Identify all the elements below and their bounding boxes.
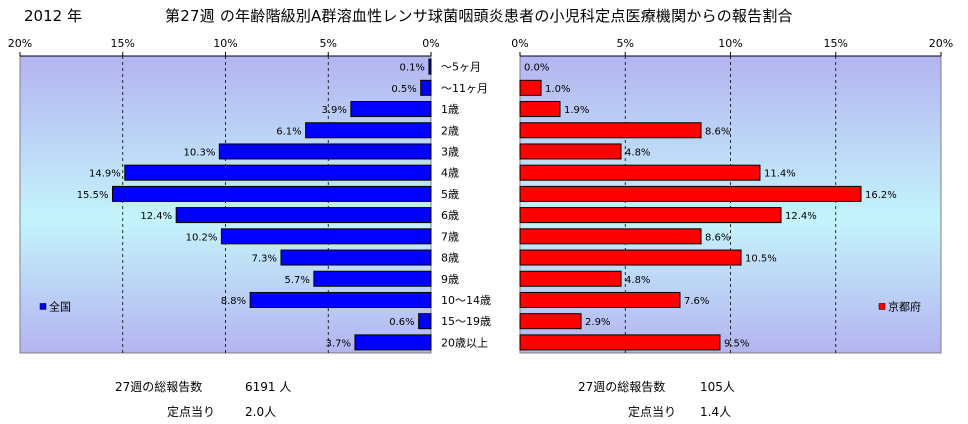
kyoto-value-label: 8.6%: [705, 126, 730, 137]
national-bar: [175, 207, 432, 224]
category-label: ～5ヶ月: [441, 61, 481, 74]
national-bar: [350, 101, 432, 118]
national-bar: [111, 185, 432, 202]
national-value-label: 3.7%: [326, 338, 351, 349]
kyoto-value-label: 4.8%: [625, 147, 650, 158]
kyoto-value-label: 16.2%: [865, 190, 897, 201]
kyoto-tick-label: 15%: [824, 37, 848, 50]
category-labels: ～5ヶ月 ～11ヶ月 1歳 2歳 3歳 4歳 5歳 6歳 7歳 8歳 9歳 10～14歳 15～19歳 2…: [441, 61, 491, 350]
national-bar: [418, 313, 432, 330]
kyoto-tick-label: 5%: [617, 37, 634, 50]
kyoto-bar: [519, 334, 721, 351]
national-value-label: 12.4%: [140, 211, 172, 222]
national-value-label: 3.9%: [321, 105, 346, 116]
category-label: 1歳: [441, 103, 459, 116]
national-value-label: 15.5%: [77, 190, 109, 201]
national-value-label: 6.1%: [276, 126, 301, 137]
national-per-label: 定点当り: [167, 405, 216, 419]
kyoto-value-label: 11.4%: [764, 169, 796, 180]
kyoto-bar: [519, 207, 782, 224]
category-label: 20歳以上: [441, 336, 488, 349]
kyoto-value-label: 1.9%: [564, 105, 589, 116]
kyoto-bar: [519, 122, 702, 139]
national-tick-label: 0%: [422, 37, 439, 50]
national-value-label: 7.3%: [252, 254, 277, 265]
national-value-label: 0.1%: [400, 63, 425, 74]
kyoto-legend-label: 京都府: [888, 299, 921, 313]
kyoto-value-label: 0.0%: [524, 63, 549, 74]
national-per-value: 2.0人: [245, 405, 277, 419]
category-label: 2歳: [441, 124, 459, 137]
national-bar: [428, 58, 432, 75]
national-bar: [220, 228, 432, 245]
kyoto-value-label: 12.4%: [785, 211, 817, 222]
national-bar: [218, 143, 432, 160]
kyoto-per-value: 1.4人: [700, 405, 732, 419]
kyoto-value-label: 1.0%: [545, 84, 570, 95]
national-legend-swatch: [39, 303, 47, 310]
national-value-label: 0.6%: [389, 317, 414, 328]
kyoto-tick-label: 0%: [511, 37, 528, 50]
national-tick-label: 5%: [320, 37, 337, 50]
national-bar: [354, 334, 432, 351]
kyoto-bar: [519, 185, 862, 202]
category-label: 6歳: [441, 209, 459, 222]
category-label: 15～19歳: [441, 315, 491, 328]
category-label: 9歳: [441, 273, 459, 286]
national-bar: [249, 291, 432, 308]
kyoto-bar: [519, 228, 702, 245]
national-tick-label: 15%: [111, 37, 135, 50]
national-value-label: 14.9%: [89, 169, 121, 180]
chart-year: 2012 年: [24, 7, 82, 25]
national-bar: [313, 270, 432, 287]
national-tick-label: 20%: [8, 37, 32, 50]
chart-title: 第27週 の年齢階級別A群溶血性レンサ球菌咽頭炎患者の小児科定点医療機関からの報…: [165, 7, 793, 25]
national-total-value: 6191 人: [245, 380, 292, 394]
national-total-label: 27週の総報告数: [115, 380, 203, 394]
kyoto-bar: [519, 101, 561, 118]
kyoto-value-label: 2.9%: [585, 317, 610, 328]
national-bar: [124, 164, 432, 181]
category-label: 4歳: [441, 167, 459, 180]
national-panel: 0% 5% 10% 15% 20% 0.1% 0.5% 3.9% 6.1% 10.3% 14.9% 1…: [8, 37, 440, 354]
kyoto-total-value: 105人: [700, 380, 735, 394]
kyoto-total-label: 27週の総報告数: [578, 380, 666, 394]
category-label: 7歳: [441, 230, 459, 243]
national-bar: [420, 79, 432, 96]
kyoto-tick-label: 10%: [718, 37, 742, 50]
kyoto-panel: 0% 5% 10% 15% 20% 0.0% 1.0% 1.9% 8.6% 4.8% 11.4% 16…: [511, 37, 953, 354]
kyoto-bar: [519, 79, 542, 96]
category-label: 3歳: [441, 145, 459, 158]
kyoto-bar: [519, 143, 622, 160]
kyoto-value-label: 10.5%: [745, 254, 777, 265]
kyoto-value-label: 9.5%: [724, 338, 749, 349]
kyoto-bar: [519, 164, 761, 181]
category-label: 5歳: [441, 188, 459, 201]
national-bar: [305, 122, 432, 139]
kyoto-per-label: 定点当り: [628, 405, 677, 419]
kyoto-value-label: 8.6%: [705, 232, 730, 243]
kyoto-value-label: 7.6%: [684, 296, 709, 307]
kyoto-tick-label: 20%: [929, 37, 953, 50]
category-label: ～11ヶ月: [441, 82, 488, 95]
national-value-label: 0.5%: [391, 84, 416, 95]
national-bar: [280, 249, 432, 266]
category-label: 10～14歳: [441, 294, 491, 307]
kyoto-bar: [519, 249, 742, 266]
national-value-label: 8.8%: [221, 296, 246, 307]
kyoto-bar: [519, 270, 622, 287]
kyoto-bar: [519, 313, 582, 330]
national-tick-label: 10%: [213, 37, 237, 50]
category-label: 8歳: [441, 252, 459, 265]
national-value-label: 10.3%: [184, 147, 216, 158]
national-value-label: 5.7%: [284, 275, 309, 286]
kyoto-value-label: 4.8%: [625, 275, 650, 286]
kyoto-bar: [519, 291, 681, 308]
kyoto-legend-swatch: [878, 303, 886, 310]
national-value-label: 10.2%: [186, 232, 218, 243]
national-legend-label: 全国: [49, 299, 71, 313]
